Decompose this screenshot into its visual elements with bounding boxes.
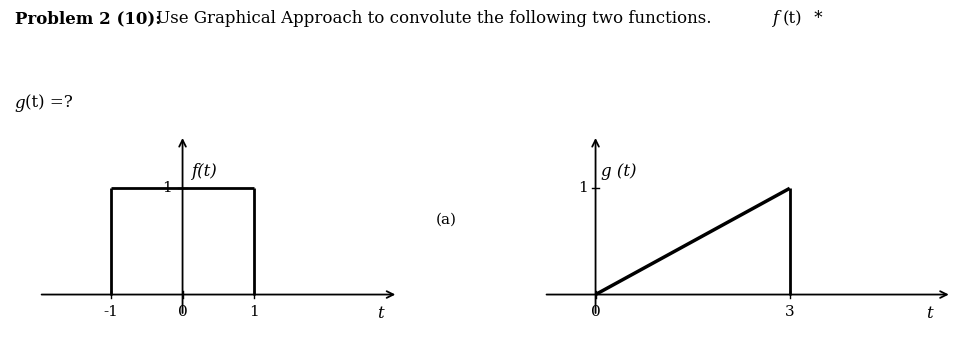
- Text: 3: 3: [785, 305, 794, 319]
- Text: *: *: [809, 10, 822, 27]
- Text: t: t: [377, 305, 384, 322]
- Text: 0: 0: [178, 305, 187, 319]
- Text: -1: -1: [103, 305, 118, 319]
- Text: (t) =?: (t) =?: [25, 95, 73, 112]
- Text: (t): (t): [783, 10, 802, 27]
- Text: 1: 1: [578, 181, 587, 195]
- Text: g (t): g (t): [601, 163, 636, 180]
- Text: 1: 1: [250, 305, 259, 319]
- Text: Problem 2 (10):: Problem 2 (10):: [15, 10, 161, 27]
- Text: t: t: [925, 305, 932, 322]
- Text: Use Graphical Approach to convolute the following two functions.: Use Graphical Approach to convolute the …: [151, 10, 717, 27]
- Text: 0: 0: [590, 305, 600, 319]
- Text: (a): (a): [436, 213, 457, 227]
- Text: f(t): f(t): [191, 163, 217, 180]
- Text: g: g: [15, 95, 25, 112]
- Text: 1: 1: [162, 181, 172, 195]
- Text: f: f: [772, 10, 778, 27]
